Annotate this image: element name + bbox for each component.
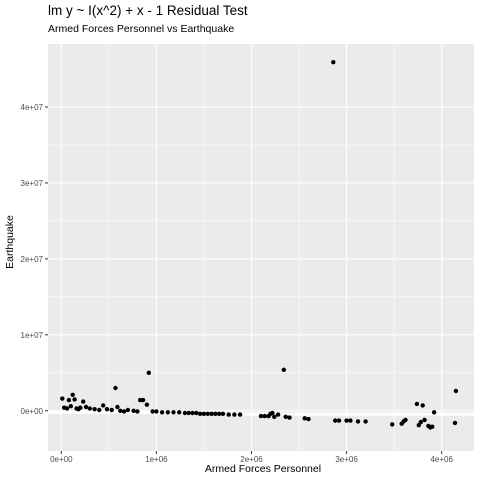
y-tick-label: 3e+07	[21, 179, 44, 188]
data-point	[146, 370, 151, 375]
plot-panel	[48, 44, 474, 451]
chart-title: lm y ~ I(x^2) + x - 1 Residual Test	[48, 3, 248, 18]
data-point	[331, 60, 336, 65]
data-point	[118, 408, 123, 413]
data-point	[121, 409, 127, 414]
data-point	[452, 420, 458, 426]
data-point	[430, 424, 435, 429]
data-point	[344, 418, 349, 423]
data-point	[422, 417, 427, 423]
data-point	[414, 401, 420, 407]
data-point	[275, 412, 281, 417]
y-tick-label: 1e+07	[21, 331, 44, 340]
data-point	[131, 408, 136, 413]
data-point	[363, 419, 368, 424]
data-point	[262, 413, 267, 419]
data-point	[205, 411, 210, 416]
x-tick-label: 3e+06	[335, 455, 358, 464]
data-point	[177, 410, 182, 415]
y-axis-title: Earthquake	[4, 215, 16, 269]
data-points	[60, 60, 459, 430]
data-point	[272, 414, 277, 419]
data-point	[217, 411, 222, 416]
data-point	[348, 418, 353, 423]
data-point	[70, 392, 75, 397]
data-point	[83, 404, 89, 410]
data-point	[144, 402, 150, 407]
data-point	[92, 407, 97, 412]
data-point	[420, 403, 425, 408]
data-point	[281, 367, 286, 372]
data-point	[186, 410, 191, 416]
data-point	[140, 397, 146, 403]
y-tick-label: 2e+07	[21, 255, 44, 264]
data-point	[109, 407, 114, 413]
data-point	[87, 406, 93, 411]
y-tick-label: 4e+07	[21, 103, 44, 112]
data-point	[159, 410, 165, 415]
data-point	[333, 418, 338, 423]
data-point	[209, 411, 214, 416]
data-point	[270, 410, 275, 416]
data-point	[60, 396, 65, 401]
data-point	[232, 412, 237, 417]
data-point	[220, 411, 226, 416]
data-point	[287, 415, 292, 420]
data-point	[81, 399, 86, 404]
x-tick-label: 1e+06	[145, 455, 168, 464]
x-tick-label: 4e+06	[430, 455, 453, 464]
x-axis-ticks: 0e+00 1e+06 2e+06 3e+06 4e+06	[50, 451, 453, 464]
chart-subtitle: Armed Forces Personnel vs Earthquake	[48, 23, 234, 35]
y-tick-label: 0e+00	[21, 407, 44, 416]
data-point	[78, 405, 83, 410]
data-point	[258, 413, 264, 419]
data-point	[171, 410, 176, 415]
data-point	[213, 411, 218, 416]
data-point	[68, 404, 74, 409]
data-point	[197, 411, 203, 416]
x-tick-label: 0e+00	[50, 455, 73, 464]
data-point	[302, 416, 307, 421]
data-point	[154, 409, 159, 414]
data-point	[97, 407, 102, 413]
data-point	[104, 407, 110, 412]
data-point	[64, 406, 70, 411]
data-point	[101, 403, 106, 408]
data-point	[115, 404, 120, 410]
data-point	[125, 407, 131, 413]
data-point	[431, 410, 437, 415]
minor-gridlines	[48, 44, 474, 451]
data-point	[72, 397, 77, 402]
data-point	[201, 411, 207, 416]
data-point	[336, 418, 342, 423]
data-point	[237, 412, 243, 417]
data-point	[390, 422, 395, 427]
data-point	[182, 410, 188, 416]
data-point	[403, 417, 408, 423]
data-point	[150, 409, 155, 414]
y-axis-ticks: 0e+00 1e+07 2e+07 3e+07 4e+07	[21, 103, 48, 416]
data-point	[306, 416, 311, 422]
data-point	[226, 412, 231, 417]
data-point	[355, 419, 361, 424]
data-point	[453, 388, 459, 394]
data-point	[283, 414, 288, 419]
data-point	[135, 409, 140, 414]
data-point	[165, 410, 170, 415]
x-axis-title: Armed Forces Personnel	[205, 463, 321, 475]
data-point	[194, 410, 199, 416]
x-tick-label: 2e+06	[240, 455, 263, 464]
data-point	[113, 385, 118, 391]
data-point	[418, 419, 423, 425]
data-point	[190, 410, 195, 416]
major-gridlines	[48, 44, 474, 451]
data-point	[66, 397, 72, 403]
